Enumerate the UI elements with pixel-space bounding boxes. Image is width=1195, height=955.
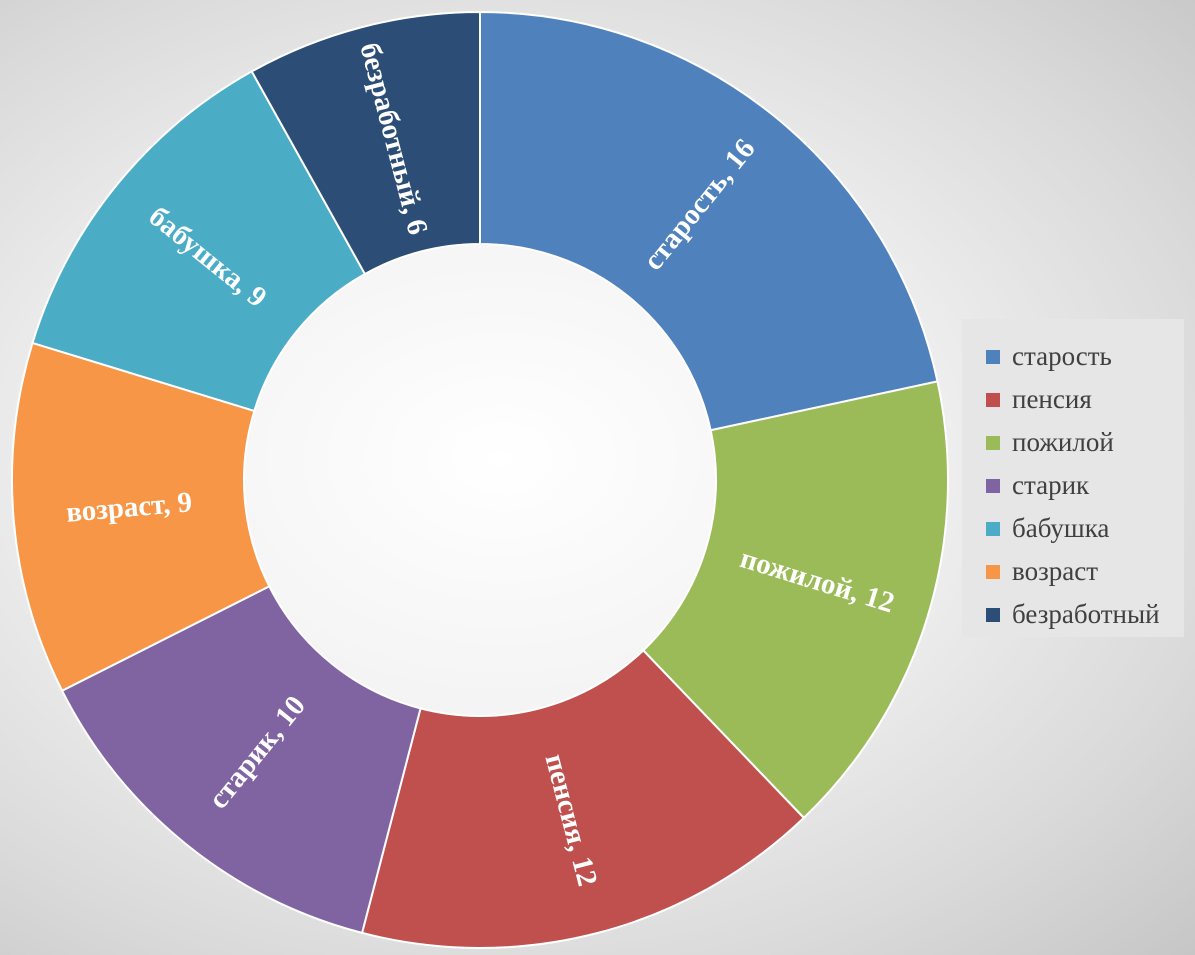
legend-item-6: безработный: [986, 593, 1184, 636]
legend-label: пенсия: [1012, 384, 1092, 414]
donut-slice-6: [250, 10, 481, 276]
donut-slice-1: [641, 380, 949, 820]
donut-slice-5: [31, 70, 367, 413]
legend-swatch: [986, 435, 1000, 450]
donut-slice-4: [11, 341, 271, 693]
donut-slice-0: [479, 10, 939, 432]
legend-swatch: [986, 521, 1000, 536]
donut-slice-2: [360, 648, 806, 949]
legend-label: возраст: [1012, 556, 1098, 586]
legend-swatch: [986, 349, 1000, 364]
legend-label: старик: [1012, 470, 1090, 500]
legend-swatch: [986, 607, 1000, 622]
donut-slice-3: [60, 584, 422, 935]
legend-swatch: [986, 392, 1000, 407]
legend-item-3: старик: [986, 464, 1184, 507]
legend-item-4: бабушка: [986, 507, 1184, 550]
legend-label: старость: [1012, 341, 1112, 371]
legend-item-0: старость: [986, 335, 1184, 378]
legend-item-2: пожилой: [986, 421, 1184, 464]
legend-swatch: [986, 478, 1000, 493]
legend-label: пожилой: [1012, 427, 1114, 457]
legend-item-5: возраст: [986, 550, 1184, 593]
legend-swatch: [986, 564, 1000, 579]
legend-item-1: пенсия: [986, 378, 1184, 421]
legend-label: бабушка: [1012, 513, 1110, 543]
legend-label: безработный: [1012, 599, 1160, 629]
chart-legend: старость пенсия пожилой старик бабушка возрас…: [962, 319, 1184, 637]
